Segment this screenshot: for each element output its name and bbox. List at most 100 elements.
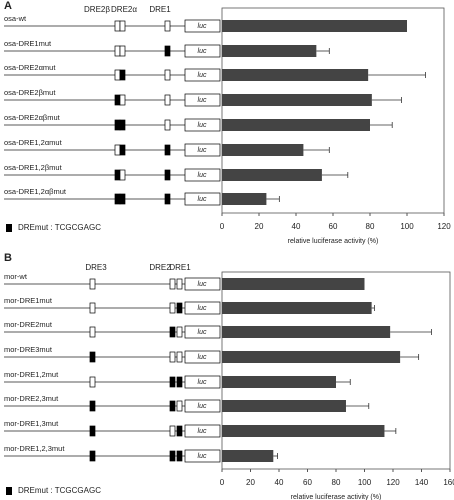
bar — [222, 278, 365, 290]
dre-element — [119, 94, 126, 106]
bar — [222, 169, 322, 181]
luc-label: luc — [198, 428, 207, 435]
dre-element — [164, 20, 171, 32]
element-label: DRE1 — [169, 263, 191, 272]
construct-label: mor-DRE1mut — [4, 296, 53, 305]
construct-label: mor-DRE3mut — [4, 345, 53, 354]
x-tick-label: 100 — [400, 222, 414, 231]
dre-element — [164, 193, 171, 205]
dre-element — [169, 400, 176, 412]
luc-label: luc — [198, 281, 207, 288]
x-axis-label: relative luciferase activity (%) — [288, 238, 379, 245]
dre-element — [169, 326, 176, 338]
luc-label: luc — [198, 72, 207, 79]
x-tick-label: 40 — [292, 222, 301, 231]
dre-element — [164, 144, 171, 156]
element-label: DRE2α — [111, 5, 137, 14]
luc-box — [184, 424, 221, 438]
dre-element — [169, 425, 176, 437]
luc-label: luc — [198, 122, 207, 129]
plot-frame — [221, 271, 451, 470]
dre-element — [114, 169, 121, 181]
x-tick-label: 80 — [332, 478, 341, 487]
luc-box — [184, 44, 221, 58]
plot-frame — [221, 7, 445, 214]
luc-box — [184, 350, 221, 364]
dre-element — [169, 376, 176, 388]
luc-label: luc — [198, 305, 207, 312]
element-label: DRE2β — [84, 5, 110, 14]
x-tick-label: 20 — [255, 222, 264, 231]
dre-element — [164, 119, 171, 131]
x-tick-label: 60 — [303, 478, 312, 487]
dre-element — [89, 302, 96, 314]
construct-label: osa-DRE1,2αmut — [4, 138, 63, 147]
bar — [222, 144, 304, 156]
luc-label: luc — [198, 379, 207, 386]
legend-text: DREmut : TCGCGAGC — [18, 223, 101, 232]
bar — [222, 45, 317, 57]
construct-label: osa-DRE2αβmut — [4, 113, 61, 122]
dre-element — [164, 69, 171, 81]
dre-element — [114, 119, 121, 131]
dre-element — [119, 193, 126, 205]
element-label: DRE2 — [149, 263, 171, 272]
x-axis-label: relative luciferase activity (%) — [291, 494, 382, 500]
construct-label: osa-DRE1,2βmut — [4, 163, 63, 172]
dre-element — [176, 278, 183, 290]
construct-label: mor-DRE1,3mut — [4, 419, 59, 428]
dre-element — [89, 450, 96, 462]
dre-element — [119, 119, 126, 131]
dre-element — [89, 400, 96, 412]
luc-label: luc — [198, 329, 207, 336]
dre-element — [114, 144, 121, 156]
dre-element — [119, 45, 126, 57]
legend-swatch — [6, 487, 12, 495]
construct-label: osa-DRE1,2αβmut — [4, 187, 67, 196]
dre-element — [114, 94, 121, 106]
construct-label: osa-DRE1mut — [4, 39, 52, 48]
dre-element — [89, 425, 96, 437]
dre-element — [176, 302, 183, 314]
x-tick-label: 100 — [358, 478, 372, 487]
bar — [222, 94, 372, 106]
construct-label: mor-DRE1,2mut — [4, 370, 59, 379]
x-tick-label: 0 — [220, 478, 225, 487]
dre-element — [89, 278, 96, 290]
x-tick-label: 120 — [386, 478, 400, 487]
luc-label: luc — [198, 23, 207, 30]
luc-label: luc — [198, 196, 207, 203]
bar — [222, 400, 346, 412]
x-tick-label: 120 — [437, 222, 451, 231]
luc-box — [184, 399, 221, 413]
dre-element — [176, 351, 183, 363]
luc-label: luc — [198, 354, 207, 361]
dre-element — [114, 45, 121, 57]
luc-box — [184, 118, 221, 132]
bar — [222, 351, 401, 363]
bar — [222, 326, 391, 338]
legend-text: DREmut : TCGCGAGC — [18, 486, 101, 495]
dre-element — [119, 169, 126, 181]
bar — [222, 450, 274, 462]
construct-label: mor-DRE2mut — [4, 320, 53, 329]
luc-label: luc — [198, 147, 207, 154]
bar — [222, 376, 336, 388]
x-tick-label: 160 — [443, 478, 454, 487]
legend-swatch — [6, 224, 12, 232]
bar — [222, 20, 407, 32]
luc-label: luc — [198, 172, 207, 179]
element-label: DRE3 — [85, 263, 107, 272]
dre-element — [169, 450, 176, 462]
dre-element — [176, 400, 183, 412]
bar — [222, 119, 370, 131]
construct-label: osa-DRE2αmut — [4, 63, 56, 72]
bar — [222, 425, 385, 437]
dre-element — [89, 326, 96, 338]
dre-element — [119, 144, 126, 156]
dre-element — [176, 450, 183, 462]
dre-element — [176, 376, 183, 388]
construct-label: mor-wt — [4, 272, 28, 281]
x-tick-label: 80 — [366, 222, 375, 231]
